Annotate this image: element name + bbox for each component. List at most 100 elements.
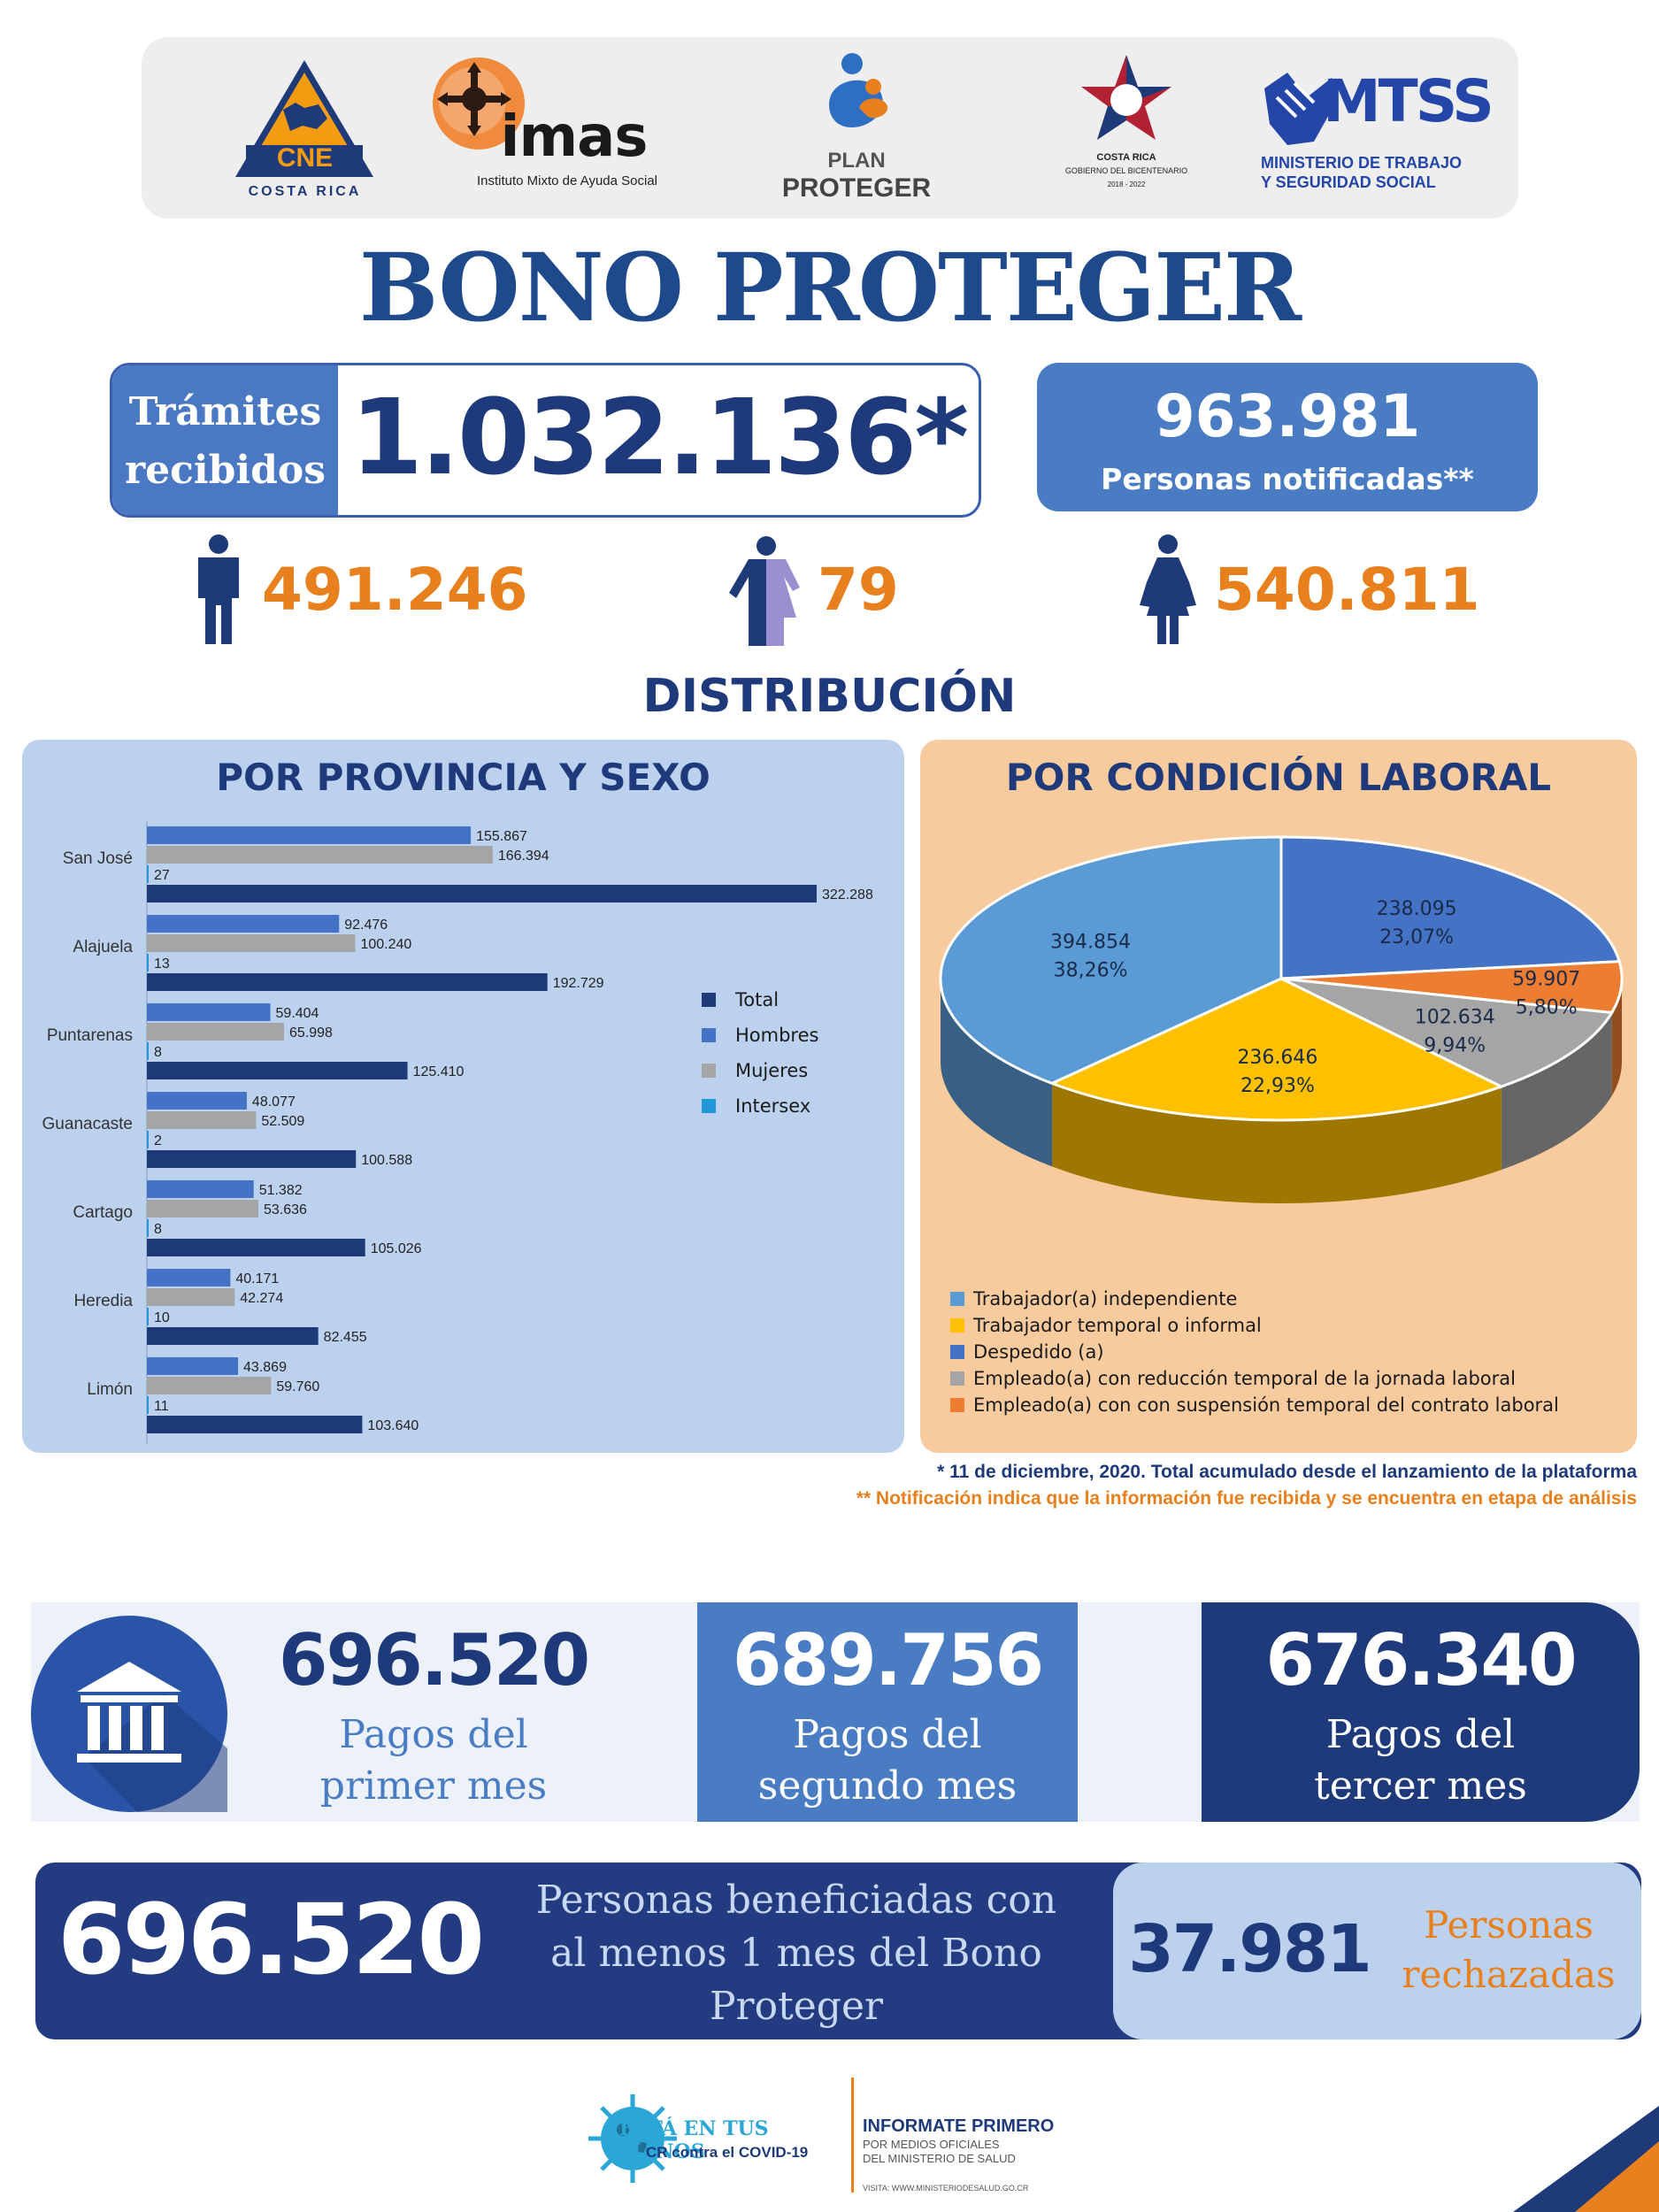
bar-label-intersex-limon: 11 [154, 1399, 169, 1414]
condicion-pie-chart: 238.095 23,07% 59.907 5,80% 102.634 9,94% 236.… [939, 835, 1624, 1416]
bar-intersex-san-jose [147, 865, 149, 883]
pie-legend-label-trabajador-a-independiente: Trabajador(a) independiente [972, 1288, 1237, 1310]
pie-pct-despedido-a: 23,07% [1379, 926, 1454, 949]
bar-label-total-alajuela: 192.729 [553, 976, 604, 991]
provincia-bar-chart: San José 155.867 166.394 27 322.288 Alajuela 9… [42, 821, 873, 1444]
footer-info-line2: DEL MINISTERIO DE SALUD [863, 2152, 1016, 2165]
tramites-box: Trámites recibidos 1.032.136* [110, 363, 981, 518]
gobierno-star-icon [1081, 55, 1171, 140]
pagos-primer-mes-line1: Pagos del [339, 1712, 528, 1757]
footer-info-title: INFORMATE PRIMERO [863, 2116, 1055, 2136]
cne-caption: COSTA RICA [248, 184, 362, 199]
bar-hombres-cartago [147, 1180, 254, 1198]
category-label-puntarenas: Puntarenas [47, 1026, 133, 1045]
distribucion-title: DISTRIBUCIÓN [642, 670, 1017, 723]
campaign-logo: ESTÁ EN TUS MANOS CR contra el COVID-19 [584, 2084, 849, 2199]
mujeres-count: 540.811 [1214, 556, 1480, 624]
bar-hombres-guanacaste [147, 1092, 247, 1110]
bar-label-intersex-alajuela: 13 [154, 956, 170, 972]
pie-value-trabajador-temporal-o-informal: 236.646 [1237, 1047, 1317, 1069]
rechazadas-label: Personas rechazadas [1380, 1901, 1637, 2000]
pagos-segundo-mes-line1: Pagos del [793, 1712, 982, 1757]
bar-mujeres-guanacaste [147, 1111, 257, 1129]
tramites-value: 1.032.136* [349, 376, 969, 498]
legend-swatch-total [702, 993, 716, 1007]
bar-intersex-puntarenas [147, 1042, 149, 1060]
notificadas-value: 963.981 [1154, 382, 1421, 450]
bar-hombres-puntarenas [147, 1003, 271, 1021]
footnote-2: ** Notificación indica que la informació… [856, 1488, 1637, 1509]
intersex-icon [729, 536, 800, 646]
pie-legend-label-trabajador-temporal-o-informal: Trabajador temporal o informal [972, 1315, 1262, 1336]
bar-total-cartago [147, 1239, 365, 1256]
pie-legend-label-empleado-a-con-reduccion-temporal-de-la-jornada-laboral: Empleado(a) con reducción temporal de la… [973, 1368, 1516, 1389]
bar-label-hombres-puntarenas: 59.404 [276, 1006, 319, 1021]
bar-mujeres-san-jose [147, 846, 493, 864]
plan-proteger-line2: PROTEGER [781, 173, 932, 203]
pie-side-empleado-a-con-reduccion-temporal-de-la-jornada-laboral [1501, 1012, 1612, 1171]
bank-icon [77, 1662, 227, 1812]
legend-swatch-mujeres [702, 1064, 716, 1078]
bar-total-heredia [147, 1327, 319, 1345]
pie-slice-despedido-a [1279, 835, 1622, 980]
cne-logo-text: CNE [276, 143, 334, 173]
bar-label-total-heredia: 82.455 [324, 1330, 367, 1345]
bar-label-intersex-guanacaste: 2 [154, 1133, 162, 1148]
campaign-line1: ESTÁ EN TUS MANOS [619, 2117, 769, 2163]
female-icon [1140, 534, 1196, 644]
pie-slice-trabajador-temporal-o-informal [1048, 977, 1505, 1122]
pagos-primer-mes-line2: primer mes [319, 1763, 548, 1809]
bar-label-hombres-cartago: 51.382 [259, 1183, 303, 1198]
bar-total-puntarenas [147, 1062, 408, 1079]
footer-info-line1: POR MEDIOS OFICIALES [863, 2138, 1000, 2151]
pagos-segundo-background [697, 1602, 1078, 1822]
legend-label-total: Total [734, 989, 779, 1010]
bar-label-hombres-san-jose: 155.867 [476, 829, 527, 844]
gobierno-line1: COSTA RICA [1096, 152, 1156, 163]
bar-label-mujeres-guanacaste: 52.509 [261, 1114, 304, 1129]
bar-total-limon [147, 1416, 363, 1433]
male-icon [198, 534, 239, 644]
bar-mujeres-cartago [147, 1200, 258, 1217]
rechazadas-value: 37.981 [1128, 1911, 1372, 1987]
notificadas-label: Personas notificadas** [1101, 462, 1474, 496]
category-label-guanacaste: Guanacaste [42, 1115, 133, 1133]
bar-hombres-san-jose [147, 826, 472, 844]
footer-corner-decoration [1513, 2106, 1659, 2212]
bar-label-mujeres-limon: 59.760 [276, 1379, 319, 1394]
page-title: BONO PROTEGER [358, 232, 1302, 342]
legend-swatch-hombres [702, 1028, 716, 1042]
pagos-segundo-mes-line2: segundo mes [757, 1763, 1018, 1809]
pie-pct-trabajador-temporal-o-informal: 22,93% [1240, 1075, 1315, 1097]
pagos-tercer-mes-label: Pagos del tercer mes [1202, 1709, 1640, 1812]
category-label-san-jose: San José [63, 849, 133, 868]
pie-side-empleado-a-con-con-suspension-temporal-del-contrato-laboral [1611, 979, 1622, 1096]
imas-sun-icon [433, 58, 525, 150]
pagos-segundo-mes-value: 689.756 [732, 1619, 1044, 1701]
bar-label-hombres-heredia: 40.171 [235, 1271, 279, 1286]
gobierno-line2: GOBIERNO DEL BICENTENARIO [1064, 166, 1188, 175]
bar-total-alajuela [147, 973, 548, 991]
footer-divider [851, 2078, 854, 2193]
hombres-count: 491.246 [262, 556, 528, 624]
bar-hombres-limon [147, 1357, 239, 1375]
bar-label-total-san-jose: 322.288 [822, 887, 873, 902]
legend-label-mujeres: Mujeres [735, 1060, 808, 1081]
pie-value-despedido-a: 238.095 [1377, 898, 1457, 920]
bar-intersex-alajuela [147, 954, 149, 972]
footer-visit: VISITA: WWW.MINISTERIODESALUD.GO.CR [863, 2184, 1029, 2193]
bar-label-intersex-puntarenas: 8 [154, 1045, 162, 1060]
pie-value-empleado-a-con-con-suspension-temporal-del-contrato-laboral: 59.907 [1512, 969, 1580, 991]
bar-label-intersex-san-jose: 27 [154, 868, 170, 883]
pie-legend-swatch-trabajador-temporal-o-informal [950, 1318, 964, 1333]
plan-proteger-line1: PLAN [827, 149, 886, 173]
plan-proteger-logo: PLAN PROTEGER [768, 51, 945, 203]
bar-mujeres-puntarenas [147, 1023, 285, 1041]
bar-hombres-alajuela [147, 915, 340, 933]
pie-value-trabajador-a-independiente: 394.854 [1050, 931, 1131, 953]
beneficiadas-line1: Personas beneficiadas con [535, 1878, 1057, 1923]
bar-label-mujeres-heredia: 42.274 [240, 1291, 283, 1306]
pie-side-trabajador-a-independiente [941, 979, 1052, 1167]
pie-legend-swatch-empleado-a-con-con-suspension-temporal-del-contrato-laboral [950, 1398, 964, 1412]
bar-label-total-puntarenas: 125.410 [413, 1064, 465, 1079]
